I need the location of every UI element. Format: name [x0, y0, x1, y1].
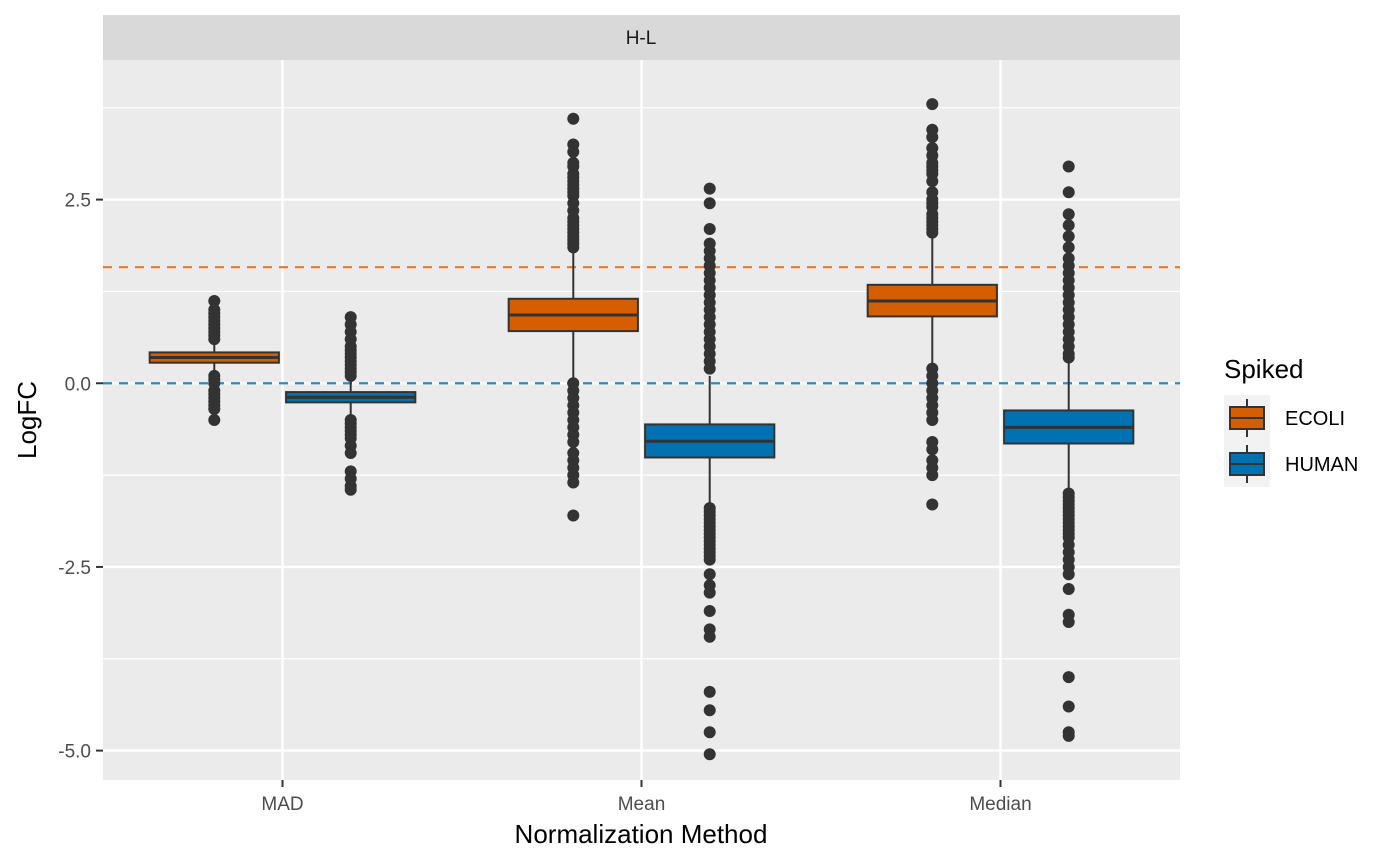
outlier-point [703, 685, 716, 698]
outlier-point [1062, 582, 1075, 595]
legend-title: Spiked [1224, 354, 1304, 384]
outlier-point [1062, 568, 1075, 581]
box-human-median [1003, 160, 1135, 742]
legend-key-ecoli [1224, 395, 1270, 441]
box-ecoli-median [866, 98, 998, 511]
outlier-point [926, 469, 939, 482]
outlier-point [926, 414, 939, 426]
outlier-point [1062, 616, 1075, 629]
outlier-point [567, 112, 580, 125]
outlier-point [926, 498, 939, 511]
x-tick-label: Median [969, 794, 1031, 815]
legend: Spiked ECOLI HUMAN [1224, 354, 1358, 487]
box-ecoli-mean [507, 112, 639, 522]
box-ecoli-mad [148, 294, 280, 426]
boxes [148, 98, 1135, 761]
outlier-point [926, 131, 939, 144]
outlier-point [703, 748, 716, 761]
outlier-point [703, 568, 716, 581]
outlier-point [703, 605, 716, 618]
outlier-point [1062, 729, 1075, 742]
outlier-point [567, 145, 580, 158]
outlier-point [703, 222, 716, 235]
y-axis-title: LogFC [12, 381, 42, 459]
outlier-point [703, 197, 716, 210]
y-tick-label: 0.0 [65, 374, 91, 395]
outlier-point [703, 726, 716, 739]
box-human-mean [644, 182, 776, 761]
outlier-point [1062, 186, 1075, 199]
y-axis: -5.0 -2.5 0.0 2.5 [58, 191, 103, 763]
y-tick-label: 2.5 [65, 191, 91, 212]
outlier-point [208, 414, 221, 426]
outlier-point [567, 509, 580, 522]
outlier-point [567, 476, 580, 489]
outlier-point [1062, 241, 1075, 254]
legend-label: HUMAN [1285, 454, 1358, 476]
x-tick-label: Mean [618, 794, 666, 815]
outlier-point [1062, 671, 1075, 684]
x-tick-label: MAD [261, 794, 303, 815]
outlier-point [926, 443, 939, 456]
outlier-point [1062, 160, 1075, 173]
legend-label: ECOLI [1285, 408, 1345, 430]
outlier-point [208, 294, 221, 307]
outlier-point [1062, 351, 1075, 364]
outlier-point [1062, 219, 1075, 232]
outlier-point [703, 704, 716, 717]
outlier-point [703, 586, 716, 599]
outlier-point [1062, 700, 1075, 713]
outlier-point [1062, 230, 1075, 243]
outlier-point [208, 333, 221, 346]
outlier-point [567, 436, 580, 449]
outlier-point [344, 483, 357, 496]
box-human-mad [285, 311, 417, 496]
facet-strip-label: H-L [626, 28, 657, 49]
outlier-point [703, 362, 716, 375]
legend-key-human [1224, 441, 1270, 487]
y-tick-label: -5.0 [58, 742, 91, 763]
x-axis: MAD Mean Median [261, 780, 1032, 815]
outlier-point [567, 241, 580, 254]
outlier-point [703, 553, 716, 566]
outlier-point [1062, 208, 1075, 221]
outlier-point [926, 98, 939, 111]
outlier-point [926, 175, 939, 188]
outlier-point [344, 447, 357, 460]
facet-strip [103, 15, 1180, 60]
reference-lines [103, 266, 1180, 385]
x-axis-title: Normalization Method [515, 819, 768, 849]
outlier-point [926, 226, 939, 239]
y-tick-label: -2.5 [58, 558, 91, 579]
outlier-point [703, 630, 716, 643]
outlier-point [344, 369, 357, 382]
outlier-point [208, 402, 221, 415]
outlier-point [703, 182, 716, 195]
